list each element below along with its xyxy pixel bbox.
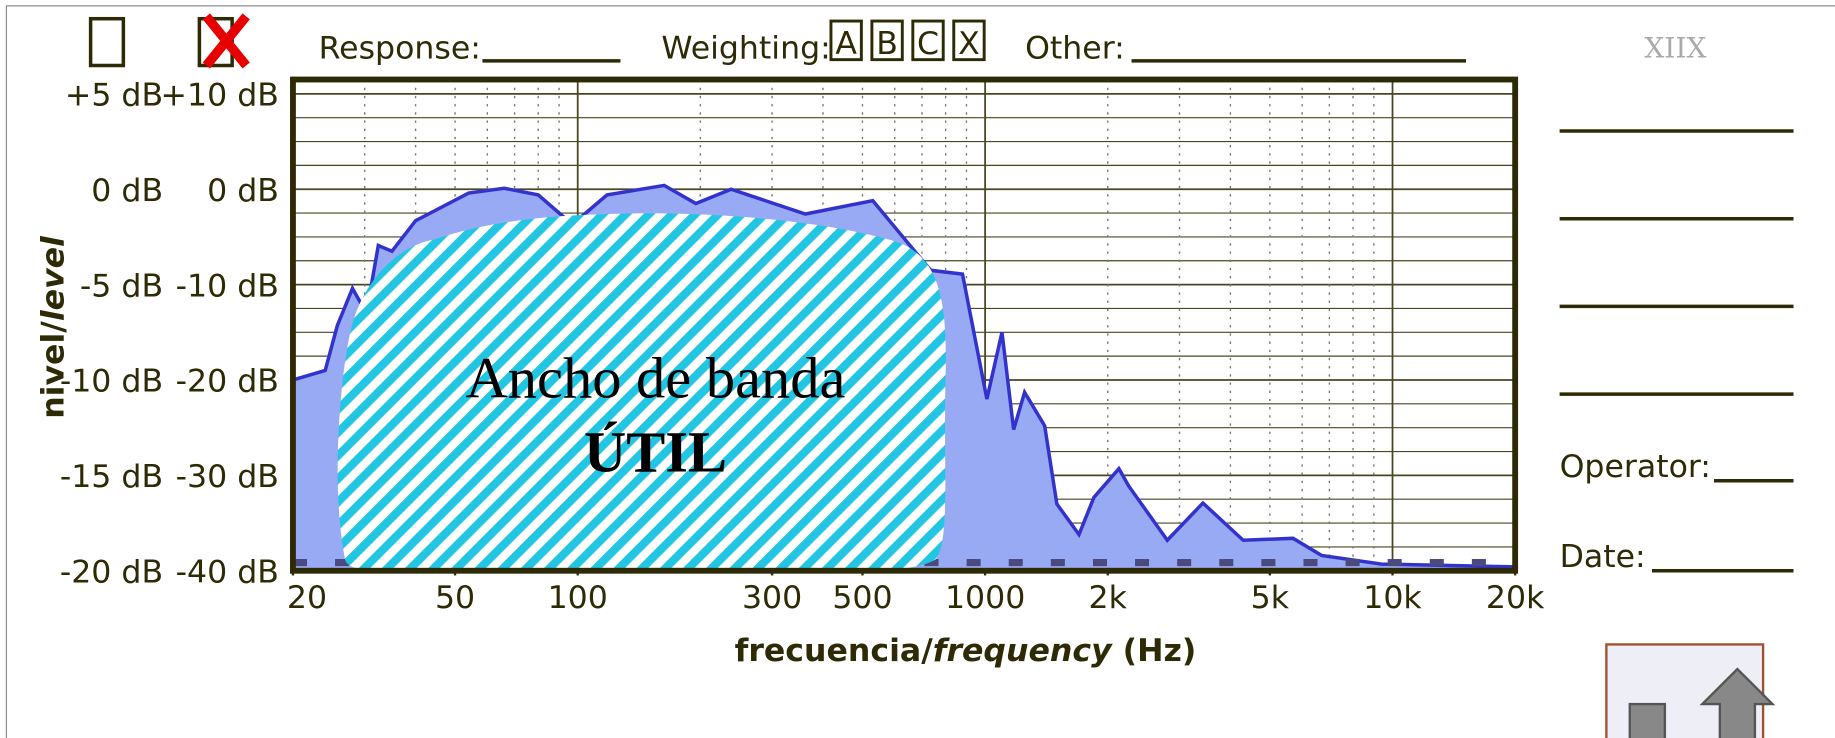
weighting-option: X [958, 26, 980, 62]
icon [1630, 704, 1665, 738]
weighting-option: C [917, 26, 939, 62]
date-label: Date: [1560, 539, 1646, 575]
y-tick-label: -40 dB [176, 554, 279, 590]
y-axis-label: nivel/level [36, 235, 72, 419]
y2-tick-label: +5 dB [65, 78, 163, 114]
x-axis-label-part: frecuencia/ [735, 633, 934, 669]
x-axis-label: frecuencia/frequency (Hz) [735, 633, 1197, 669]
x-axis-label-part: frequency [933, 633, 1113, 669]
checkbox[interactable] [91, 19, 124, 66]
y2-tick-label: 0 dB [91, 173, 163, 209]
y2-tick-label: -5 dB [80, 268, 163, 304]
x-tick-label: 300 [742, 580, 802, 616]
x-tick-label: 50 [435, 580, 475, 616]
weighting-option: A [835, 26, 857, 62]
y-tick-label: +10 dB [161, 78, 279, 114]
annotation: ÚTIL [584, 419, 727, 484]
y-axis-label-part: nivel/ [36, 321, 72, 419]
y-tick-label: 0 dB [207, 173, 279, 209]
chart: Response: Weighting: ABCX Other: XIIX Op… [0, 0, 1835, 738]
weighting-label: Weighting: [661, 30, 830, 66]
y-tick-label: -10 dB [176, 268, 279, 304]
other-label: Other: [1025, 30, 1125, 66]
x-tick-label: 20 [287, 580, 327, 616]
y-axis-label-part: level [36, 235, 72, 321]
x-axis-label-part: (Hz) [1112, 633, 1197, 669]
response-label: Response: [319, 30, 481, 66]
x-tick-label: 20k [1486, 580, 1545, 616]
y-tick-label: -20 dB [176, 364, 279, 400]
check-mark [206, 16, 246, 65]
x-tick-label: 5k [1251, 580, 1290, 616]
operator-label: Operator: [1560, 449, 1711, 485]
x-tick-label: 10k [1363, 580, 1422, 616]
x-tick-label: 1000 [945, 580, 1025, 616]
plot: Ancho de banda ÚTIL [293, 80, 1515, 576]
x-tick-label: 500 [832, 580, 892, 616]
page: Response: Weighting: ABCX Other: XIIX Op… [0, 0, 1835, 738]
annotation: Ancho de banda [466, 346, 846, 411]
weighting-option: B [876, 26, 898, 62]
logo: XIIX [1644, 31, 1706, 64]
x-tick-label: 2k [1089, 580, 1128, 616]
x-tick-label: 100 [548, 580, 608, 616]
y2-tick-label: -10 dB [60, 364, 163, 400]
y2-tick-label: -15 dB [60, 459, 163, 495]
y2-tick-label: -20 dB [60, 554, 163, 590]
y-tick-label: -30 dB [176, 459, 279, 495]
